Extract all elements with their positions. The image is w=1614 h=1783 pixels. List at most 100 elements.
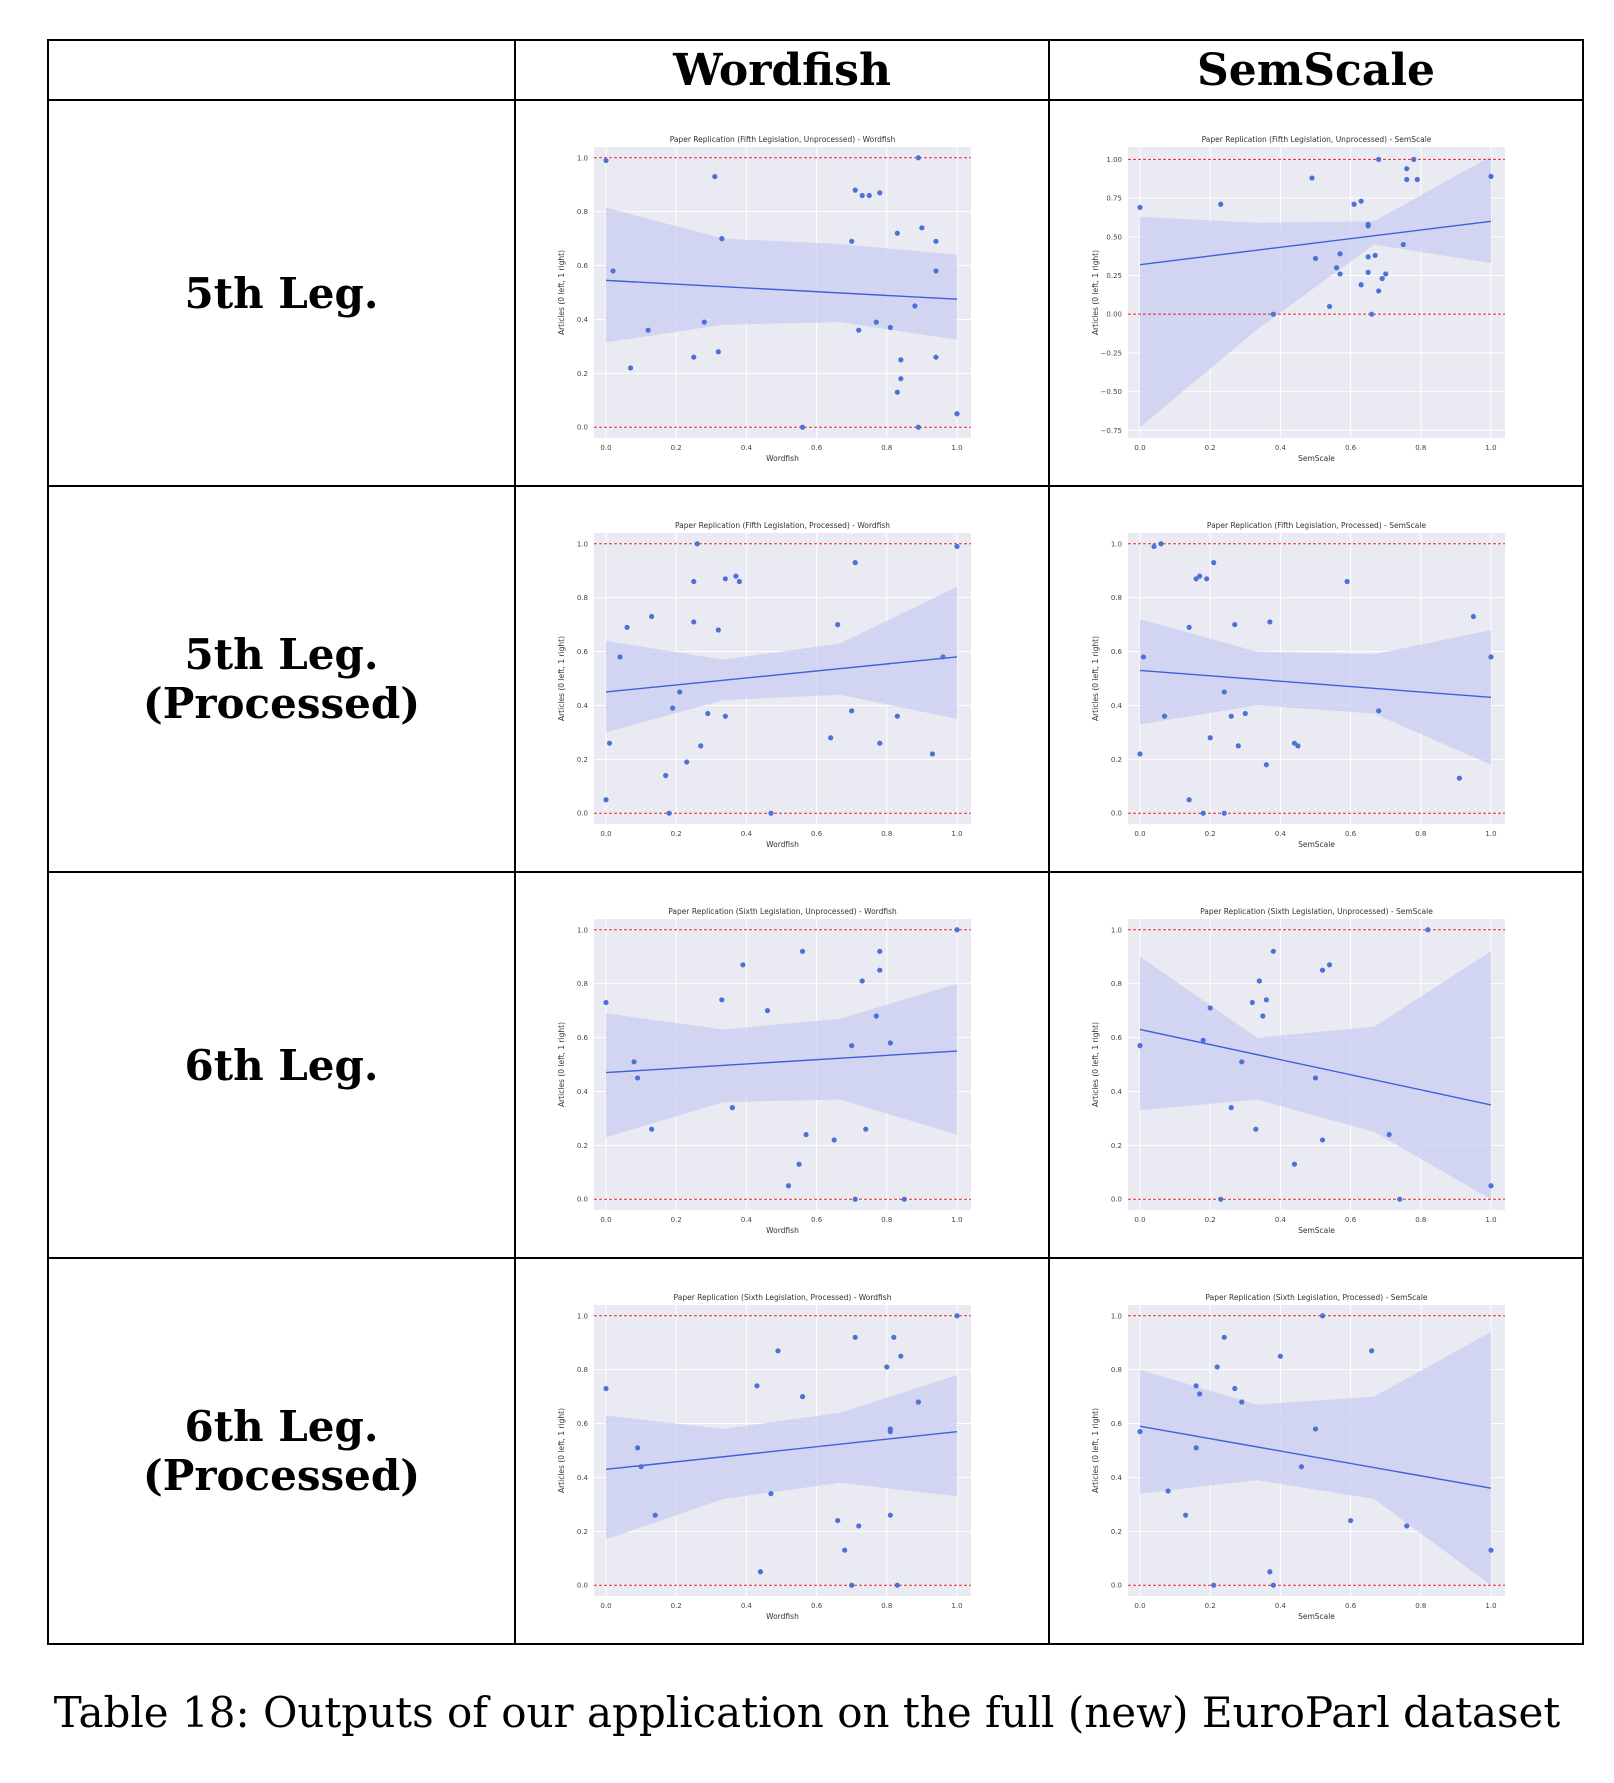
data-point bbox=[873, 319, 879, 325]
y-tick-label: 0.0 bbox=[577, 810, 588, 818]
regression-line bbox=[1139, 669, 1492, 699]
y-tick-label: 0.4 bbox=[577, 1474, 589, 1482]
data-point bbox=[1270, 311, 1276, 317]
data-point bbox=[933, 354, 939, 360]
y-tick-label: 0.6 bbox=[1111, 1420, 1123, 1428]
data-point bbox=[799, 948, 806, 954]
data-point bbox=[954, 411, 960, 417]
confidence-band bbox=[606, 1375, 957, 1540]
x-tick-label: 0.0 bbox=[1134, 1602, 1145, 1610]
data-point bbox=[887, 1429, 893, 1435]
data-point bbox=[1214, 1364, 1220, 1370]
data-point bbox=[915, 1399, 921, 1405]
data-point bbox=[684, 759, 690, 765]
y-tick-label: 1.0 bbox=[577, 540, 588, 548]
row-label-5th-leg-processed: 5th Leg. (Processed) bbox=[47, 485, 516, 873]
y-axis-label: Articles (0 left, 1 right) bbox=[1091, 636, 1100, 721]
plot-cell: 0.0 0.2 0.4 0.6 0.8 1.0 0.0 0.2 0.4 0.6 0.8 1.0 Pape… bbox=[1048, 871, 1584, 1259]
y-tick-label: 0.8 bbox=[1111, 594, 1122, 602]
data-point bbox=[915, 155, 921, 161]
data-point bbox=[1488, 173, 1494, 180]
data-point bbox=[1358, 198, 1364, 204]
data-point bbox=[603, 797, 609, 803]
plot-cell: 0.0 0.2 0.4 0.6 0.8 1.0 0.0 0.2 0.4 0.6 0.8 1.0 Pape… bbox=[514, 1257, 1050, 1645]
x-tick-label: 0.2 bbox=[671, 1216, 682, 1224]
data-point bbox=[1383, 271, 1389, 277]
data-point bbox=[1232, 1385, 1238, 1392]
data-point bbox=[638, 1464, 644, 1470]
data-point bbox=[887, 1512, 893, 1518]
plot-cell: 0.0 0.2 0.4 0.6 0.8 1.0 0.0 0.2 0.4 0.6 0.8 1.0 Pape… bbox=[1048, 1257, 1584, 1645]
data-point bbox=[1277, 1353, 1283, 1359]
data-point bbox=[1218, 201, 1224, 207]
data-point bbox=[852, 560, 858, 566]
data-point bbox=[1193, 1383, 1199, 1389]
x-tick-label: 0.4 bbox=[1275, 1602, 1287, 1610]
x-tick-label: 0.8 bbox=[881, 1216, 892, 1224]
x-tick-label: 0.4 bbox=[741, 1602, 753, 1610]
chart-title: Paper Replication (Fifth Legislation, Un… bbox=[670, 135, 896, 144]
data-point bbox=[670, 705, 676, 711]
data-point bbox=[736, 578, 742, 585]
data-point bbox=[1386, 1131, 1392, 1138]
chart-title: Paper Replication (Fifth Legislation, Pr… bbox=[1207, 521, 1427, 530]
data-point bbox=[1291, 740, 1298, 746]
data-point bbox=[677, 689, 683, 695]
data-point bbox=[1456, 775, 1463, 781]
data-point bbox=[901, 1196, 907, 1202]
x-tick-label: 0.4 bbox=[741, 1216, 753, 1224]
column-header-empty bbox=[47, 39, 516, 101]
data-point bbox=[856, 327, 862, 333]
data-point bbox=[1183, 1512, 1189, 1518]
data-point bbox=[849, 1582, 855, 1588]
y-tick-label: 0.4 bbox=[1111, 702, 1123, 710]
data-point bbox=[1369, 1348, 1375, 1354]
data-point bbox=[933, 268, 939, 274]
data-point bbox=[1291, 1161, 1298, 1167]
x-tick-label: 1.0 bbox=[1485, 1602, 1496, 1610]
data-point bbox=[877, 948, 883, 954]
data-point bbox=[1137, 1429, 1143, 1435]
scatter-plot-6th-semscale: 0.0 0.2 0.4 0.6 0.8 1.0 0.0 0.2 0.4 0.6 0.8 1.0 Pape… bbox=[1091, 907, 1505, 1235]
y-tick-label: −0.75 bbox=[1101, 427, 1122, 435]
row-label-6th-leg-processed: 6th Leg. (Processed) bbox=[47, 1257, 516, 1645]
data-point bbox=[1137, 1043, 1143, 1049]
y-tick-label: 1.0 bbox=[577, 926, 588, 934]
data-point bbox=[1411, 156, 1417, 162]
y-tick-label: 0.0 bbox=[577, 1582, 588, 1590]
data-point bbox=[698, 743, 704, 749]
data-point bbox=[1365, 254, 1371, 260]
regression-line bbox=[1139, 1028, 1492, 1106]
data-point bbox=[1312, 1075, 1319, 1081]
data-point bbox=[1404, 1523, 1410, 1529]
data-point bbox=[663, 772, 669, 779]
data-point bbox=[691, 619, 697, 625]
data-point bbox=[1488, 654, 1494, 660]
data-point bbox=[1312, 1426, 1319, 1432]
data-point bbox=[1298, 1464, 1305, 1470]
plot-cell: −0.75 −0.50 −0.25 0.00 0.25 0.50 0.75 1.00 0.0 0.… bbox=[1048, 99, 1584, 487]
data-point bbox=[701, 319, 707, 325]
data-point bbox=[722, 576, 728, 582]
data-point bbox=[954, 543, 960, 550]
data-point bbox=[1140, 654, 1147, 660]
data-point bbox=[1211, 560, 1217, 566]
x-tick-label: 0.6 bbox=[1345, 1602, 1357, 1610]
data-point bbox=[603, 157, 609, 164]
x-tick-label: 0.6 bbox=[811, 830, 823, 838]
x-tick-label: 0.2 bbox=[671, 830, 682, 838]
x-tick-label: 0.2 bbox=[1205, 444, 1216, 452]
data-point bbox=[1228, 713, 1234, 719]
y-tick-label: 0.2 bbox=[577, 1528, 588, 1536]
scatter-plot-5th-processed-semscale: 0.0 0.2 0.4 0.6 0.8 1.0 0.0 0.2 0.4 0.6 0.8 1.0 Pape… bbox=[1091, 521, 1505, 849]
data-point bbox=[1425, 927, 1431, 933]
data-point bbox=[1344, 578, 1350, 585]
data-point bbox=[1365, 221, 1371, 227]
confidence-band bbox=[606, 207, 957, 343]
table-row: 6th Leg. (Processed) 0.0 0.2 0.4 0.6 0.8 1.0 0… bbox=[47, 1257, 1584, 1645]
scatter-plot-5th-wordfish: 0.0 0.2 0.4 0.6 0.8 1.0 0.0 0.2 0.4 0.6 0.8 1.0 Pape… bbox=[557, 135, 971, 463]
data-point bbox=[1186, 624, 1192, 630]
data-point bbox=[887, 324, 893, 331]
data-point bbox=[1137, 204, 1143, 210]
data-point bbox=[1270, 948, 1276, 954]
